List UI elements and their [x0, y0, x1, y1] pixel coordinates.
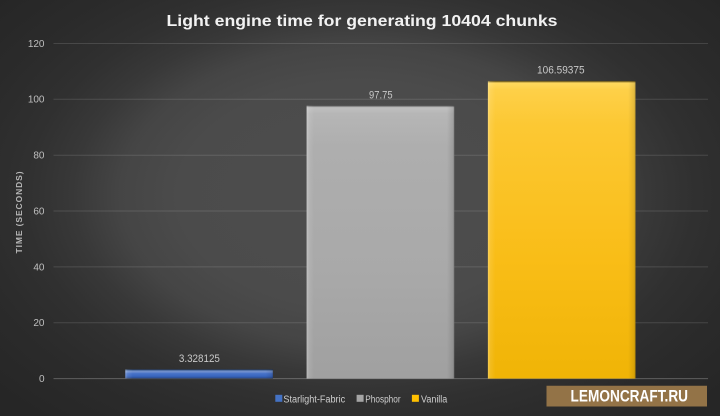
- svg-text:Phosphor: Phosphor: [365, 394, 401, 405]
- svg-text:80: 80: [33, 151, 45, 162]
- svg-text:60: 60: [33, 206, 45, 217]
- svg-text:97.75: 97.75: [369, 89, 393, 101]
- svg-text:100: 100: [28, 95, 45, 106]
- svg-text:3.328125: 3.328125: [179, 353, 220, 365]
- svg-text:120: 120: [28, 39, 45, 50]
- svg-text:LEMONCRAFT.RU: LEMONCRAFT.RU: [571, 387, 689, 406]
- svg-text:20: 20: [33, 318, 45, 329]
- svg-text:TIME (SECONDS): TIME (SECONDS): [14, 171, 24, 254]
- svg-text:Starlight-Fabric: Starlight-Fabric: [283, 394, 345, 405]
- svg-text:0: 0: [39, 374, 45, 385]
- svg-text:40: 40: [33, 262, 45, 273]
- svg-text:Vanilla: Vanilla: [421, 394, 448, 405]
- svg-text:Light engine time for generati: Light engine time for generating 10404 c…: [167, 13, 558, 30]
- svg-text:106.59375: 106.59375: [537, 65, 585, 77]
